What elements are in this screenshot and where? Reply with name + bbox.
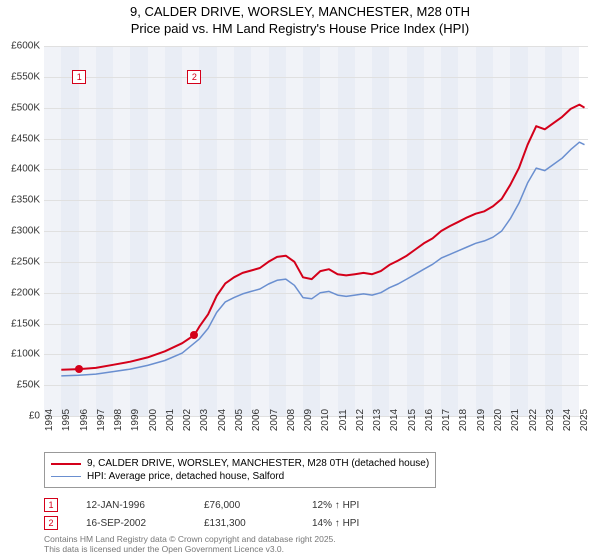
y-tick-label: £300K <box>11 226 40 237</box>
x-tick-label: 2020 <box>493 409 504 431</box>
x-tick-label: 2018 <box>458 409 469 431</box>
x-tick-label: 2022 <box>528 409 539 431</box>
y-tick-label: £0 <box>29 411 40 422</box>
marker-date: 12-JAN-1996 <box>86 500 176 511</box>
grid-line-h <box>44 416 588 417</box>
y-tick-label: £150K <box>11 318 40 329</box>
legend: 9, CALDER DRIVE, WORSLEY, MANCHESTER, M2… <box>44 452 436 488</box>
x-tick-label: 2008 <box>286 409 297 431</box>
marker-date: 16-SEP-2002 <box>86 518 176 529</box>
x-tick-label: 2017 <box>441 409 452 431</box>
x-tick-label: 2010 <box>320 409 331 431</box>
x-tick-label: 1995 <box>61 409 72 431</box>
marker-table-row: 2 16-SEP-2002 £131,300 14% ↑ HPI <box>44 516 359 530</box>
x-tick-label: 2007 <box>269 409 280 431</box>
x-tick-label: 2025 <box>579 409 590 431</box>
x-tick-label: 2011 <box>338 409 349 431</box>
x-tick-label: 2001 <box>165 409 176 431</box>
y-tick-label: £600K <box>11 41 40 52</box>
x-tick-label: 2005 <box>234 409 245 431</box>
copyright-line2: This data is licensed under the Open Gov… <box>44 544 336 554</box>
y-tick-label: £500K <box>11 102 40 113</box>
x-tick-label: 2016 <box>424 409 435 431</box>
x-tick-label: 1999 <box>130 409 141 431</box>
series-line <box>61 142 584 376</box>
y-tick-label: £400K <box>11 164 40 175</box>
x-tick-label: 1994 <box>44 409 55 431</box>
sale-marker-box: 1 <box>72 70 86 84</box>
x-tick-label: 2012 <box>355 409 366 431</box>
y-tick-label: £550K <box>11 71 40 82</box>
y-tick-label: £450K <box>11 133 40 144</box>
x-tick-label: 2015 <box>407 409 418 431</box>
marker-table: 1 12-JAN-1996 £76,000 12% ↑ HPI 2 16-SEP-2002… <box>44 498 359 534</box>
title-line1: 9, CALDER DRIVE, WORSLEY, MANCHESTER, M2… <box>0 4 600 21</box>
x-tick-label: 2019 <box>476 409 487 431</box>
sale-marker-dot <box>75 365 83 373</box>
x-tick-label: 2013 <box>372 409 383 431</box>
legend-swatch <box>51 476 81 478</box>
legend-label: 9, CALDER DRIVE, WORSLEY, MANCHESTER, M2… <box>87 458 429 469</box>
x-tick-label: 2006 <box>251 409 262 431</box>
x-tick-label: 2024 <box>562 409 573 431</box>
copyright-line1: Contains HM Land Registry data © Crown c… <box>44 534 336 544</box>
title-line2: Price paid vs. HM Land Registry's House … <box>0 21 600 38</box>
y-tick-label: £50K <box>17 380 40 391</box>
y-tick-label: £200K <box>11 287 40 298</box>
x-tick-label: 2023 <box>545 409 556 431</box>
legend-swatch <box>51 463 81 465</box>
x-tick-label: 2004 <box>217 409 228 431</box>
legend-item: 9, CALDER DRIVE, WORSLEY, MANCHESTER, M2… <box>51 457 429 470</box>
sale-marker-box: 2 <box>187 70 201 84</box>
marker-hpi: 14% ↑ HPI <box>312 518 359 529</box>
x-tick-label: 1997 <box>96 409 107 431</box>
chart-svg <box>44 46 588 416</box>
x-tick-label: 1998 <box>113 409 124 431</box>
marker-table-row: 1 12-JAN-1996 £76,000 12% ↑ HPI <box>44 498 359 512</box>
marker-id-cell: 1 <box>44 498 58 512</box>
x-tick-label: 2002 <box>182 409 193 431</box>
copyright: Contains HM Land Registry data © Crown c… <box>44 534 336 554</box>
legend-label: HPI: Average price, detached house, Salf… <box>87 471 284 482</box>
x-tick-label: 2000 <box>148 409 159 431</box>
marker-price: £131,300 <box>204 518 284 529</box>
series-line <box>61 105 584 370</box>
sale-marker-dot <box>190 331 198 339</box>
y-tick-label: £350K <box>11 195 40 206</box>
marker-hpi: 12% ↑ HPI <box>312 500 359 511</box>
x-tick-label: 1996 <box>79 409 90 431</box>
legend-item: HPI: Average price, detached house, Salf… <box>51 470 429 483</box>
x-tick-label: 2021 <box>510 409 521 431</box>
marker-price: £76,000 <box>204 500 284 511</box>
chart-title: 9, CALDER DRIVE, WORSLEY, MANCHESTER, M2… <box>0 0 600 38</box>
marker-id-cell: 2 <box>44 516 58 530</box>
x-tick-label: 2009 <box>303 409 314 431</box>
x-tick-label: 2014 <box>389 409 400 431</box>
y-tick-label: £100K <box>11 349 40 360</box>
x-tick-label: 2003 <box>199 409 210 431</box>
y-tick-label: £250K <box>11 256 40 267</box>
chart-area: 1994199519961997199819992000200120022003… <box>44 46 588 416</box>
